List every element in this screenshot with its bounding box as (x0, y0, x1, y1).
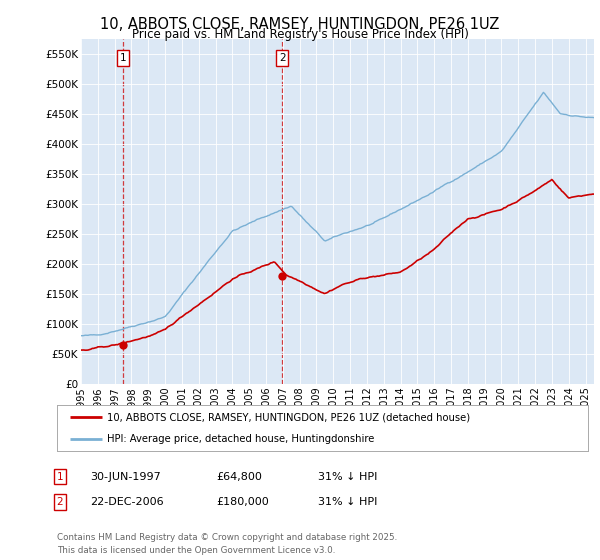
Text: Contains HM Land Registry data © Crown copyright and database right 2025.
This d: Contains HM Land Registry data © Crown c… (57, 533, 397, 554)
Text: 1: 1 (120, 53, 127, 63)
Text: 2: 2 (56, 497, 64, 507)
Text: 2: 2 (279, 53, 286, 63)
Text: 31% ↓ HPI: 31% ↓ HPI (318, 497, 377, 507)
Text: Price paid vs. HM Land Registry's House Price Index (HPI): Price paid vs. HM Land Registry's House … (131, 28, 469, 41)
Text: £64,800: £64,800 (216, 472, 262, 482)
Text: 31% ↓ HPI: 31% ↓ HPI (318, 472, 377, 482)
Text: 10, ABBOTS CLOSE, RAMSEY, HUNTINGDON, PE26 1UZ: 10, ABBOTS CLOSE, RAMSEY, HUNTINGDON, PE… (100, 17, 500, 32)
Text: £180,000: £180,000 (216, 497, 269, 507)
Text: 30-JUN-1997: 30-JUN-1997 (90, 472, 161, 482)
Text: 1: 1 (56, 472, 64, 482)
Text: HPI: Average price, detached house, Huntingdonshire: HPI: Average price, detached house, Hunt… (107, 435, 375, 444)
Text: 22-DEC-2006: 22-DEC-2006 (90, 497, 164, 507)
Text: 10, ABBOTS CLOSE, RAMSEY, HUNTINGDON, PE26 1UZ (detached house): 10, ABBOTS CLOSE, RAMSEY, HUNTINGDON, PE… (107, 412, 470, 422)
